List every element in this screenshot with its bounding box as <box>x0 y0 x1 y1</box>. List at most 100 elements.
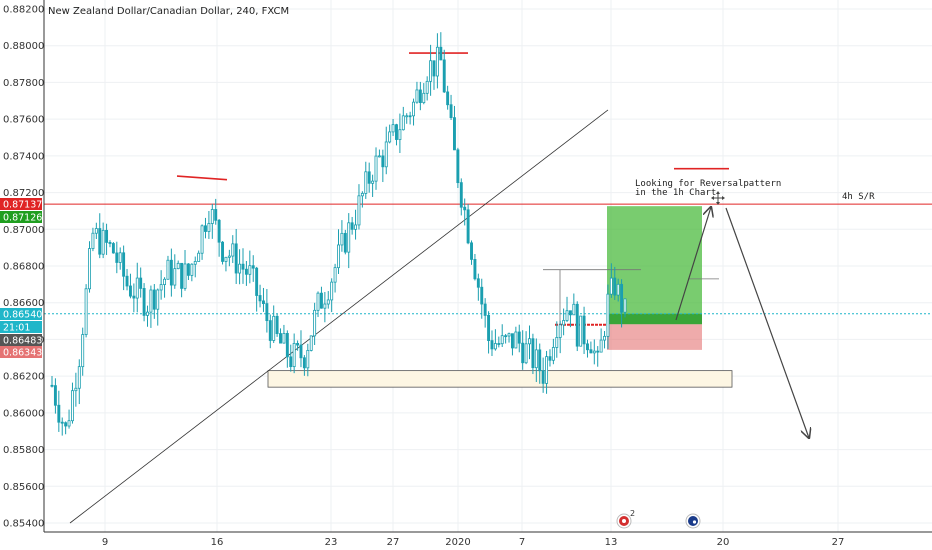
candle-body <box>620 283 624 313</box>
price-badge-label: 0.86540 <box>3 310 42 321</box>
candle-body <box>340 232 344 246</box>
candle-body <box>439 46 443 61</box>
candle-body <box>139 277 143 289</box>
candle-body <box>456 149 460 184</box>
candle-body <box>545 356 549 384</box>
reversal-note: Looking for Reversalpattern <box>635 179 781 189</box>
candle-body <box>405 115 409 118</box>
candle-body <box>292 342 296 368</box>
candle-body <box>180 262 184 289</box>
candle-body <box>367 171 371 184</box>
candle-body <box>94 228 98 234</box>
candle-body <box>504 335 508 338</box>
candle-body <box>272 315 276 341</box>
candle-body <box>613 277 617 296</box>
candle-body <box>163 278 167 285</box>
candle-body <box>623 298 627 313</box>
candle-body <box>285 333 289 358</box>
move-cursor-icon <box>711 191 725 205</box>
candle-body <box>197 252 201 262</box>
candle-body <box>374 155 378 182</box>
candle-body <box>493 343 497 350</box>
candle-body <box>108 242 112 244</box>
candle-body <box>425 80 429 94</box>
price-badge <box>0 198 42 210</box>
price-tick-label: 0.85600 <box>3 482 44 493</box>
candle-body <box>517 331 521 344</box>
candle-body <box>98 228 102 255</box>
candle-body <box>599 339 603 353</box>
candle-body <box>251 265 255 269</box>
event-count: 2 <box>630 509 635 518</box>
candle-body <box>81 334 85 368</box>
price-tick-label: 0.87800 <box>3 78 44 89</box>
candle-body <box>415 89 419 103</box>
candle-body <box>60 421 64 424</box>
candle-body <box>551 347 555 361</box>
price-badge <box>0 308 42 320</box>
candle-body <box>531 338 535 369</box>
candle-body <box>135 277 139 299</box>
candle-body <box>190 263 194 276</box>
candle-body <box>183 263 187 289</box>
stop-loss-zone <box>607 324 702 350</box>
time-axis[interactable]: 9 16 23 27 2020 7 13 20 27 <box>44 531 932 548</box>
candle-body <box>592 350 596 354</box>
candle-body <box>412 101 415 117</box>
candle-body <box>169 259 173 286</box>
resistance-mark <box>176 175 228 181</box>
candle-body <box>442 59 446 93</box>
candle-body <box>302 357 306 369</box>
candle-body <box>159 284 163 291</box>
candle-body <box>268 320 272 341</box>
candle-body <box>132 295 136 299</box>
candle-body <box>582 315 586 345</box>
price-tick-label: 0.88000 <box>3 41 44 52</box>
candle-body <box>149 289 153 313</box>
candle-body <box>142 288 146 316</box>
time-tick-label: 2020 <box>445 537 470 548</box>
candle-body <box>84 288 88 335</box>
price-tick-label: 0.87600 <box>3 115 44 126</box>
candle-body <box>483 303 487 316</box>
price-tick-label: 0.85400 <box>3 519 44 530</box>
candle-body <box>575 303 579 347</box>
candle-body <box>616 283 620 296</box>
candle-body <box>507 333 511 337</box>
price-tick-label: 0.87200 <box>3 188 44 199</box>
candle-body <box>282 333 286 344</box>
candle-body <box>449 104 453 119</box>
price-tick-label: 0.86200 <box>3 372 44 383</box>
candle-body <box>265 303 269 322</box>
candle-body <box>453 117 456 151</box>
candle-body <box>350 222 354 230</box>
candle-body <box>319 292 323 309</box>
candle-body <box>152 289 156 310</box>
candle-body <box>128 285 132 297</box>
trend-line <box>69 109 609 524</box>
candle-body <box>244 268 248 275</box>
sr-label: 4h S/R <box>842 192 875 202</box>
candle-body <box>579 315 583 347</box>
price-badge <box>0 321 42 333</box>
projection-up-arrow <box>675 207 711 321</box>
candle-body <box>446 91 450 106</box>
candle-body <box>122 252 126 277</box>
price-tick-label: 0.87000 <box>3 225 44 236</box>
candle-body <box>497 343 501 345</box>
candle-body <box>299 344 303 359</box>
candle-body <box>227 255 231 258</box>
price-tick-label: 0.85800 <box>3 445 44 456</box>
candles <box>50 32 627 436</box>
candle-body <box>538 349 542 372</box>
price-badge-label: 0.87137 <box>3 200 42 211</box>
candle-body <box>381 155 385 168</box>
candle-body <box>360 193 364 197</box>
price-axis[interactable]: 0.85400 0.85600 0.85800 0.86000 0.86200 0.864… <box>0 0 45 532</box>
candle-body <box>296 342 300 346</box>
candle-body <box>275 315 279 334</box>
price-badge-label: 21:01 <box>3 323 30 334</box>
candle-body <box>207 223 211 232</box>
